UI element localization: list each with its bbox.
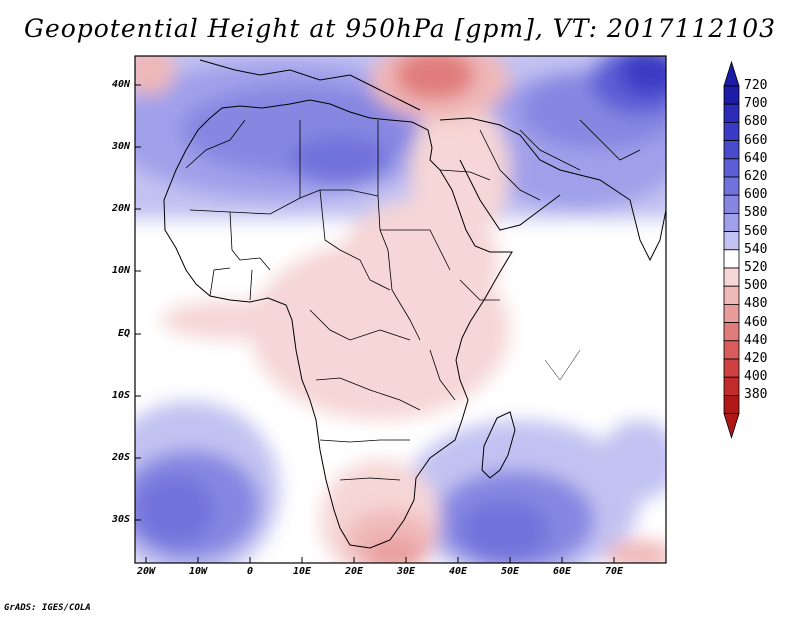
- colorbar-swatch: [723, 122, 740, 142]
- colorbar-swatch: [723, 358, 740, 378]
- colorbar-swatch: [723, 322, 740, 342]
- colorbar-label: 620: [744, 169, 768, 184]
- colorbar-swatch: [723, 140, 740, 160]
- colorbar-swatch: [723, 285, 740, 305]
- lon-label-20e: 20E: [344, 566, 364, 577]
- colorbar-swatch: [723, 249, 740, 269]
- map-title: Geopotential Height at 950hPa [gpm], VT:…: [23, 14, 777, 43]
- colorbar-swatch: [723, 376, 740, 396]
- colorbar-swatch: [723, 103, 740, 123]
- colorbar-swatch: [723, 267, 740, 287]
- lon-label-20w: 20W: [136, 566, 156, 577]
- colorbar-label: 480: [744, 296, 768, 312]
- lat-label-20s: 20S: [111, 452, 130, 463]
- lat-label-20n: 20N: [111, 203, 130, 214]
- colorbar: [723, 60, 740, 439]
- colorbar-label: 420: [744, 351, 768, 366]
- colorbar-label: 540: [744, 241, 768, 257]
- colorbar-label: 680: [744, 114, 768, 130]
- lat-label-30s: 30S: [111, 514, 130, 525]
- height-field: [135, 56, 666, 563]
- colorbar-swatch: [723, 303, 740, 323]
- colorbar-swatch: [723, 394, 740, 414]
- lat-label-10s: 10S: [111, 390, 130, 401]
- colorbar-swatch: [723, 158, 740, 178]
- colorbar-label: 700: [744, 96, 768, 112]
- axis-ticks: [135, 84, 615, 563]
- lon-label-0: 0: [246, 566, 254, 577]
- colorbar-bottom-arrow: [723, 413, 740, 439]
- colorbar-label: 440: [744, 332, 768, 348]
- lat-label-40n: 40N: [111, 79, 130, 90]
- lon-label-50e: 50E: [500, 566, 520, 577]
- colorbar-swatch: [723, 194, 740, 214]
- lon-label-60e: 60E: [552, 566, 572, 577]
- colorbar-label: 520: [744, 260, 768, 275]
- colorbar-swatch: [723, 85, 740, 105]
- colorbar-swatch: [723, 340, 740, 360]
- colorbar-label: 600: [744, 187, 768, 203]
- lat-label-eq: EQ: [117, 328, 130, 339]
- colorbar-label: 500: [744, 278, 768, 294]
- coastlines: [163, 59, 666, 549]
- lon-label-30e: 30E: [396, 566, 416, 577]
- lon-label-40e: 40E: [448, 566, 468, 577]
- colorbar-label: 660: [744, 132, 768, 148]
- country-borders: [185, 119, 641, 481]
- colorbar-label: 560: [744, 223, 768, 239]
- grads-credit: GrADS: IGES/COLA: [4, 603, 91, 613]
- colorbar-label: 640: [744, 150, 768, 166]
- colorbar-swatch: [723, 212, 740, 232]
- colorbar-label: 720: [744, 78, 768, 93]
- lon-label-10e: 10E: [292, 566, 312, 577]
- lon-label-70e: 70E: [604, 566, 624, 577]
- colorbar-label: 400: [744, 369, 768, 385]
- lat-label-10n: 10N: [111, 265, 130, 276]
- colorbar-top-arrow: [723, 60, 740, 87]
- colorbar-label: 380: [744, 387, 768, 403]
- colorbar-swatch: [723, 176, 740, 196]
- colorbar-swatch: [723, 231, 740, 251]
- map-frame: [134, 55, 667, 564]
- lon-label-10w: 10W: [188, 566, 208, 577]
- colorbar-label: 580: [744, 205, 768, 221]
- lat-label-30n: 30N: [111, 141, 130, 152]
- colorbar-label: 460: [744, 314, 768, 330]
